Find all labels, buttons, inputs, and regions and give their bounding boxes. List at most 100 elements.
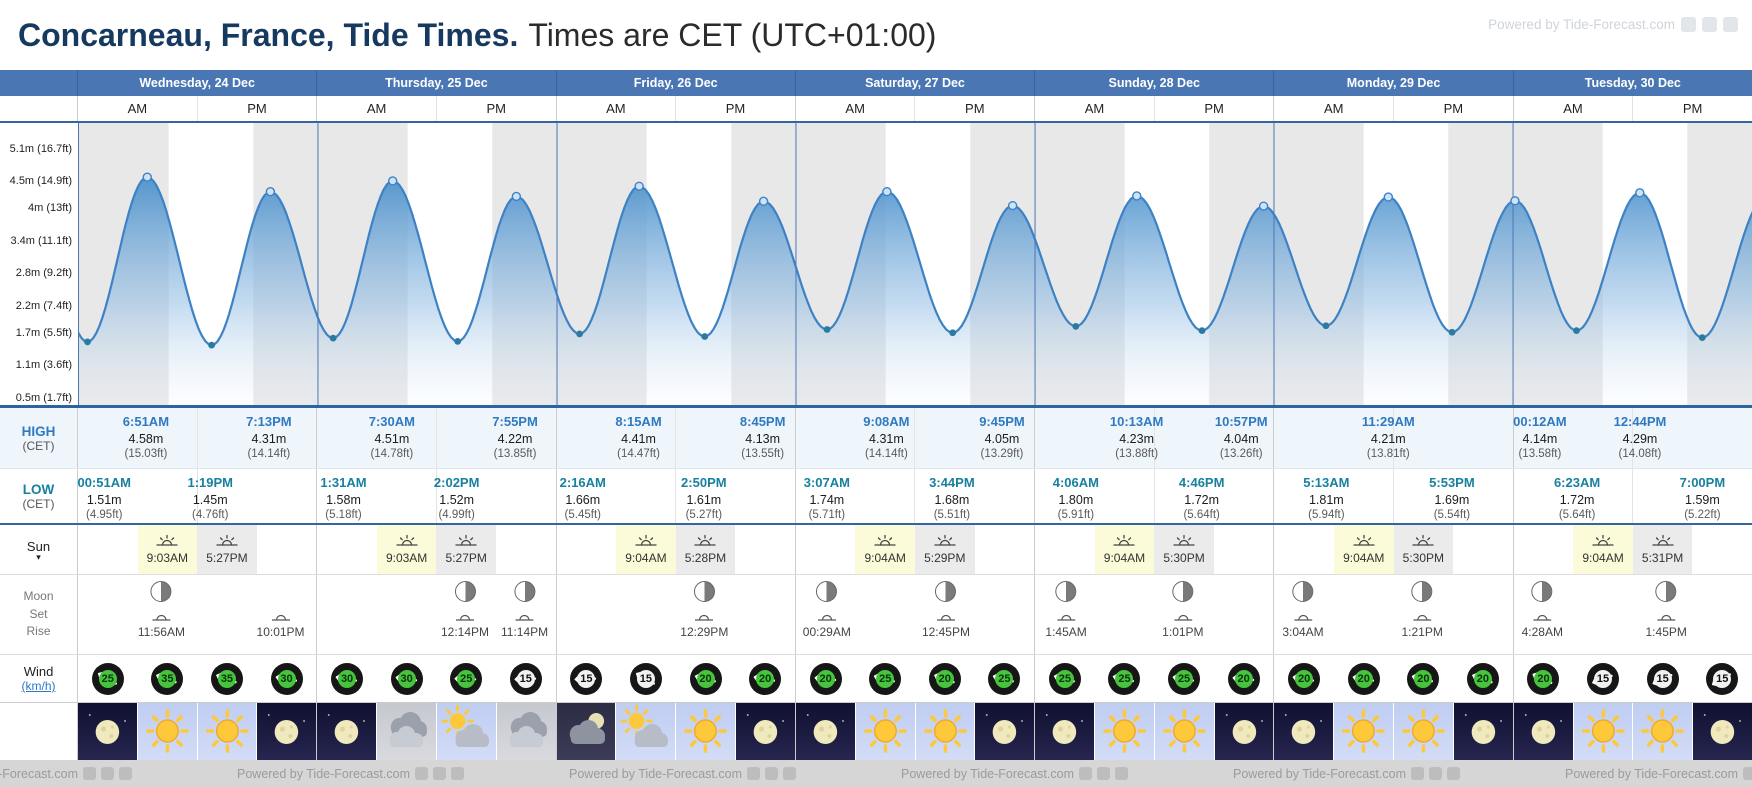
weather-sun-icon xyxy=(1572,703,1633,760)
moon-rise-entry: 4:28AM xyxy=(1522,581,1563,639)
wind-speed-badge: 25 xyxy=(1115,669,1134,688)
moon-rise-time: 3:04AM xyxy=(1282,625,1324,639)
social-icon[interactable] xyxy=(433,767,446,780)
low-tide-entry: 4:06AM 1.80m (5.91ft) xyxy=(1052,475,1099,522)
social-icon[interactable] xyxy=(1723,17,1738,32)
wind-speed-badge: 20 xyxy=(756,669,775,688)
caret-down-icon[interactable]: ▾ xyxy=(36,552,41,562)
footer-powered-by-link[interactable]: Powered by Tide-Forecast.com xyxy=(1233,767,1460,781)
moon-rise-icon xyxy=(1057,609,1076,623)
wind-cell: 30 xyxy=(377,655,437,702)
social-icon[interactable] xyxy=(1702,17,1717,32)
moon-rise-icon xyxy=(271,609,290,623)
weather-sun-icon xyxy=(1153,703,1214,760)
moon-set-entry: 11:56AM xyxy=(138,581,185,639)
y-axis-tick: 3.4m (11.1ft) xyxy=(10,234,72,247)
moon-set-time: 1:21PM xyxy=(1401,625,1443,639)
moon-set-time: 12:29PM xyxy=(680,625,729,639)
moon-set-time: 12:14PM xyxy=(441,625,490,639)
ampm-row: AM PM AM PM AM PM AM PM AM PM AM PM AM PM xyxy=(0,96,1752,123)
wind-cell: 20 xyxy=(796,655,856,702)
weather-night-moon-icon xyxy=(795,703,855,760)
y-axis-tick: 4m (13ft) xyxy=(27,202,72,215)
powered-by-link[interactable]: Powered by Tide-Forecast.com xyxy=(1488,17,1738,32)
social-icon[interactable] xyxy=(83,767,96,780)
moon-rise-time: 10:01PM xyxy=(256,625,305,639)
social-icon[interactable] xyxy=(765,767,778,780)
moon-set-entry: 12:29PM xyxy=(680,581,728,639)
footer-powered-by-link[interactable]: Powered by Tide-Forecast.com xyxy=(237,767,464,781)
social-icon[interactable] xyxy=(101,767,114,780)
social-icon[interactable] xyxy=(1115,767,1128,780)
weather-night-moon-icon xyxy=(1692,703,1752,760)
sunset-cell: 5:27PM xyxy=(197,525,257,574)
wind-direction-icon: 15 xyxy=(509,662,542,695)
wind-cell: 15 xyxy=(1692,655,1752,702)
social-icon[interactable] xyxy=(1079,767,1092,780)
ampm-corner xyxy=(0,96,78,121)
low-row-label: LOW xyxy=(22,481,55,497)
wind-cell: 20 xyxy=(735,655,795,702)
wind-unit-link[interactable]: (km/h) xyxy=(21,679,56,693)
wind-direction-icon: 20 xyxy=(1527,662,1560,695)
moon-set-icon xyxy=(1173,609,1192,623)
sunrise-cell: 9:04AM xyxy=(1333,525,1394,574)
wind-cell: 15 xyxy=(1633,655,1693,702)
social-icon[interactable] xyxy=(451,767,464,780)
footer-powered-by-link[interactable]: Powered by Tide-Forecast.com xyxy=(901,767,1128,781)
moon-set-entry: 1:01PM xyxy=(1162,581,1204,639)
social-icon[interactable] xyxy=(1411,767,1424,780)
social-icon[interactable] xyxy=(1447,767,1460,780)
am-label: AM xyxy=(1563,101,1583,116)
social-icon[interactable] xyxy=(1097,767,1110,780)
day-header-5: Sunday, 28 Dec xyxy=(1034,70,1273,96)
am-label: AM xyxy=(1323,101,1344,116)
day-header-4: Saturday, 27 Dec xyxy=(794,70,1034,96)
moon-rise-label: Rise xyxy=(26,624,51,639)
moon-row: Moon Set Rise 11:56AM 10:01PM 12:14PM 11:14… xyxy=(0,575,1752,655)
high-tide-entry: 11:29AM 4.21m (13.81ft) xyxy=(1361,414,1415,461)
moon-phase-icon xyxy=(1531,581,1553,602)
moon-set-time: 11:56AM xyxy=(137,625,185,639)
wind-speed-badge: 15 xyxy=(516,669,535,688)
wind-cell: 35 xyxy=(138,655,198,702)
footer-powered-by-link[interactable]: Powered by Tide-Forecast.com xyxy=(0,767,132,781)
social-icon[interactable] xyxy=(783,767,796,780)
wind-cell: 15 xyxy=(616,655,676,702)
pm-label: PM xyxy=(1153,96,1274,121)
wind-direction-icon: 20 xyxy=(749,662,782,695)
wind-speed-badge: 15 xyxy=(1713,669,1732,688)
y-axis-tick: 5.1m (16.7ft) xyxy=(9,142,72,155)
high-tide-entry: 7:30AM 4.51m (14.78ft) xyxy=(368,414,415,461)
social-icon[interactable] xyxy=(1681,17,1696,32)
wind-direction-icon: 20 xyxy=(689,662,722,695)
sunset-time: 5:31PM xyxy=(1641,551,1684,565)
y-axis-tick: 0.5m (1.7ft) xyxy=(15,392,72,404)
social-icon[interactable] xyxy=(1429,767,1442,780)
moon-rise-time: 4:28AM xyxy=(1521,625,1563,639)
social-icon[interactable] xyxy=(119,767,132,780)
moon-phase-icon xyxy=(1655,581,1677,602)
moon-phase-icon xyxy=(150,581,172,602)
sunrise-icon xyxy=(1113,534,1136,550)
page-title-location: Concarneau, France, Tide Times. xyxy=(18,16,519,53)
social-icon[interactable] xyxy=(415,767,428,780)
wind-cell: 30 xyxy=(257,655,317,702)
sunrise-cell: 9:04AM xyxy=(1573,525,1633,574)
sunset-cell: 5:29PM xyxy=(914,525,975,574)
am-label: AM xyxy=(366,101,387,116)
footer-powered-by-text: Powered by Tide-Forecast.com xyxy=(569,766,742,781)
weather-sun-icon xyxy=(1093,703,1154,760)
moon-rise-entry: 3:04AM xyxy=(1282,581,1324,639)
footer-powered-by-link[interactable]: Powered by Tide-Forecast.com xyxy=(569,767,796,781)
wind-speed-badge: 20 xyxy=(1414,669,1433,688)
weather-night-moon-icon xyxy=(1035,703,1094,760)
weather-night-moon-icon xyxy=(735,703,795,760)
footer-powered-by-text: Powered by Tide-Forecast.com xyxy=(901,766,1074,781)
moon-set-entry: 1:21PM xyxy=(1401,581,1443,639)
wind-row-label: Wind xyxy=(23,664,54,679)
wind-cell: 20 xyxy=(1453,655,1513,702)
social-icon[interactable] xyxy=(747,767,760,780)
social-icon[interactable] xyxy=(1743,767,1752,780)
footer-powered-by-link[interactable]: Powered by Tide-Forecast.com xyxy=(1565,767,1752,781)
